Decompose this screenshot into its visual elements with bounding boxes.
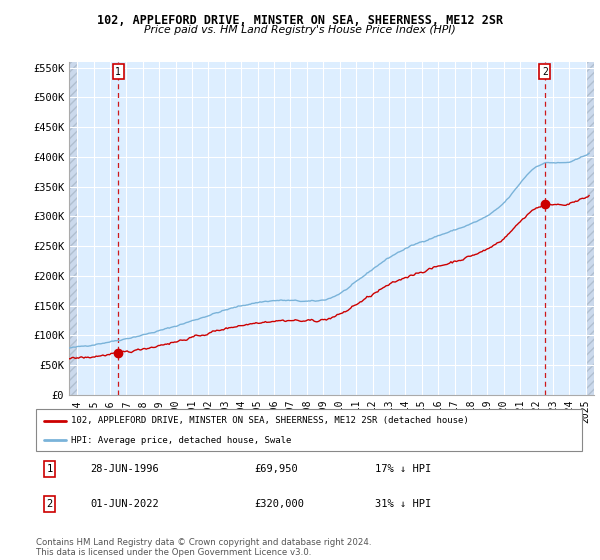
Bar <box>586 62 594 395</box>
FancyBboxPatch shape <box>36 409 582 451</box>
Text: 102, APPLEFORD DRIVE, MINSTER ON SEA, SHEERNESS, ME12 2SR: 102, APPLEFORD DRIVE, MINSTER ON SEA, SH… <box>97 14 503 27</box>
Text: 01-JUN-2022: 01-JUN-2022 <box>91 499 160 509</box>
Text: 1: 1 <box>115 67 121 77</box>
Text: £69,950: £69,950 <box>254 464 298 474</box>
Text: HPI: Average price, detached house, Swale: HPI: Average price, detached house, Swal… <box>71 436 292 445</box>
Text: 102, APPLEFORD DRIVE, MINSTER ON SEA, SHEERNESS, ME12 2SR (detached house): 102, APPLEFORD DRIVE, MINSTER ON SEA, SH… <box>71 416 469 425</box>
Text: £320,000: £320,000 <box>254 499 304 509</box>
Text: 1: 1 <box>47 464 53 474</box>
Text: 28-JUN-1996: 28-JUN-1996 <box>91 464 160 474</box>
Text: 17% ↓ HPI: 17% ↓ HPI <box>374 464 431 474</box>
Text: 31% ↓ HPI: 31% ↓ HPI <box>374 499 431 509</box>
Bar <box>69 62 77 395</box>
Bar <box>586 62 594 395</box>
Bar <box>69 62 77 395</box>
Text: 2: 2 <box>47 499 53 509</box>
Text: Contains HM Land Registry data © Crown copyright and database right 2024.
This d: Contains HM Land Registry data © Crown c… <box>36 538 371 557</box>
Text: Price paid vs. HM Land Registry's House Price Index (HPI): Price paid vs. HM Land Registry's House … <box>144 25 456 35</box>
Text: 2: 2 <box>542 67 548 77</box>
